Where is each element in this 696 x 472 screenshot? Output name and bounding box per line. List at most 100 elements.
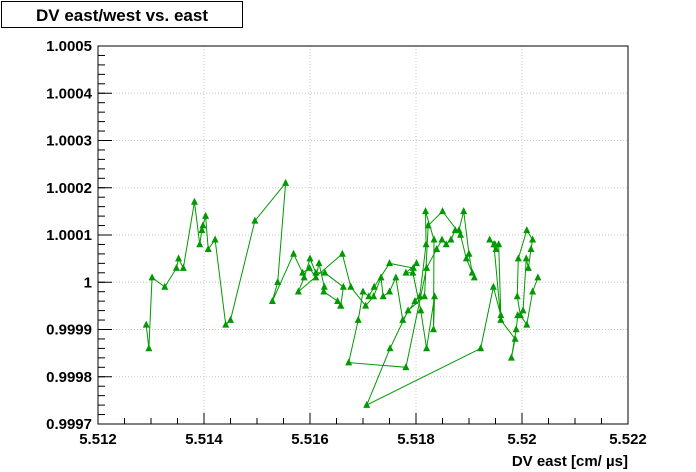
y-tick-label: 1.0005 (46, 38, 92, 55)
data-point (431, 292, 439, 300)
data-point (345, 358, 353, 366)
data-point (365, 292, 373, 300)
data-point (430, 235, 438, 243)
data-point (433, 244, 441, 252)
data-point (486, 235, 494, 243)
data-point (460, 207, 468, 215)
data-point (306, 254, 314, 262)
data-point (519, 306, 527, 314)
data-point (370, 292, 378, 300)
x-axis-label: DV east [cm/ µs] (512, 453, 628, 470)
data-point (429, 325, 437, 333)
data-point (490, 240, 498, 248)
x-tick-label: 5.518 (397, 431, 435, 448)
data-point (402, 363, 410, 371)
data-point (363, 400, 371, 408)
tick-labels: 5.512 5.514 5.516 5.518 5.52 5.522 0.9997 0.999… (46, 38, 647, 448)
data-point (416, 292, 424, 300)
data-point (370, 282, 378, 290)
x-tick-label: 5.514 (185, 431, 223, 448)
data-point (516, 311, 524, 319)
data-point (148, 273, 156, 281)
data-point (359, 287, 367, 295)
data-point (196, 240, 204, 248)
data-point (175, 254, 183, 262)
y-tick-label: 1.0001 (46, 227, 92, 244)
x-tick-label: 5.512 (79, 431, 117, 448)
data-point (497, 311, 505, 319)
data-point (321, 268, 329, 276)
x-tick-label: 5.52 (507, 431, 536, 448)
data-point (386, 259, 393, 267)
data-point (438, 235, 446, 243)
data-point (386, 287, 393, 295)
data-point (294, 287, 302, 295)
data-point (404, 306, 412, 314)
data-point (439, 207, 446, 215)
data-point (347, 282, 355, 290)
data-point (527, 244, 535, 252)
data-point (190, 197, 198, 205)
data-point (299, 268, 307, 276)
data-point (145, 344, 153, 352)
y-tick-label: 1.0003 (46, 133, 92, 150)
data-point (300, 273, 308, 281)
data-point (409, 268, 417, 276)
data-point (354, 315, 362, 323)
data-point (514, 254, 522, 262)
data-point (529, 235, 537, 243)
data-point (477, 344, 485, 352)
data-point (399, 315, 407, 323)
data-point (465, 249, 473, 257)
data-point (423, 344, 431, 352)
data-point (413, 259, 421, 267)
data-point (312, 273, 320, 281)
data-point (511, 334, 519, 342)
data-point (377, 273, 385, 281)
data-point (507, 353, 515, 361)
data-point (489, 282, 497, 290)
data-point (423, 263, 431, 271)
data-series (142, 178, 542, 408)
data-point (409, 263, 417, 271)
data-point (320, 287, 328, 295)
y-tick-label: 1.0004 (46, 85, 93, 102)
data-point (492, 244, 500, 252)
data-point (161, 282, 169, 290)
x-tick-label: 5.516 (291, 431, 329, 448)
data-point (379, 292, 387, 300)
data-point (315, 259, 323, 267)
chart-title: DV east/west vs. east (36, 6, 208, 25)
data-point (422, 240, 430, 248)
y-tick-label: 0.9999 (46, 322, 92, 339)
data-point (457, 230, 465, 238)
data-point (411, 296, 419, 304)
data-point (337, 301, 345, 309)
data-point (204, 244, 212, 252)
y-tick-label: 1.0002 (46, 180, 92, 197)
data-point (339, 282, 347, 290)
chart-title-box: DV east/west vs. east (1, 1, 243, 28)
data-point (305, 263, 313, 271)
data-point (523, 226, 531, 234)
data-point (392, 273, 400, 281)
data-point (312, 268, 320, 276)
data-point (497, 315, 505, 323)
data-point (402, 268, 410, 276)
data-point (222, 320, 230, 328)
data-point (251, 216, 259, 224)
data-point (198, 226, 206, 234)
data-point (447, 235, 455, 243)
data-point (529, 287, 537, 295)
data-point (199, 221, 207, 229)
data-point (386, 344, 394, 352)
data-point (211, 235, 219, 243)
data-point (268, 296, 276, 304)
data-point (468, 268, 476, 276)
data-point (179, 263, 187, 271)
data-point (462, 254, 470, 262)
data-point (142, 320, 150, 328)
data-point (227, 315, 234, 323)
data-point (202, 211, 210, 219)
